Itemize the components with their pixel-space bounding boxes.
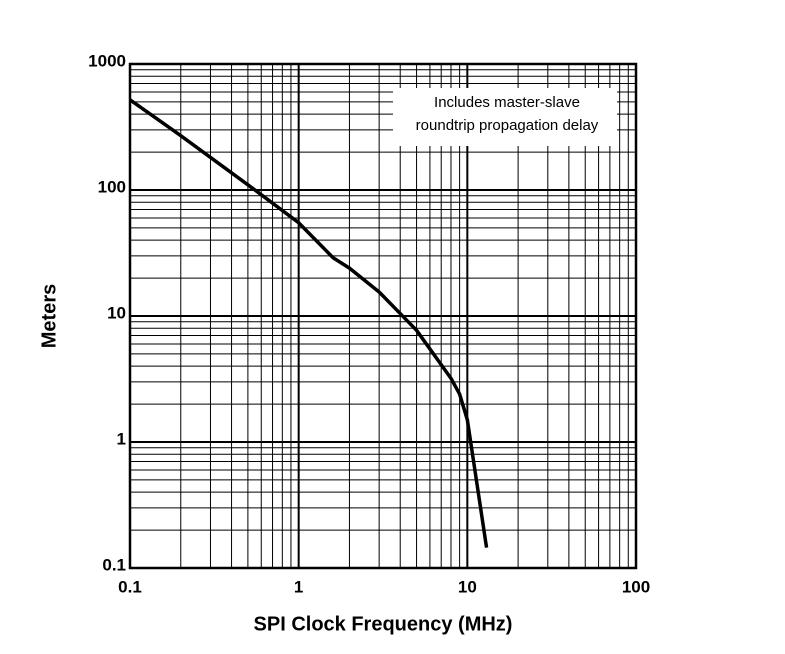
y-tick-label: 10 <box>107 303 126 322</box>
y-tick-label: 100 <box>98 177 126 196</box>
x-tick-label: 0.1 <box>118 577 142 596</box>
x-axis-title: SPI Clock Frequency (MHz) <box>254 613 513 635</box>
plot-frame <box>128 62 638 570</box>
x-tick-label: 100 <box>622 577 650 596</box>
x-tick-label: 10 <box>458 577 477 596</box>
y-tick-label: 1 <box>117 429 126 448</box>
annotation-box <box>393 88 617 146</box>
y-tick-label: 0.1 <box>102 555 126 574</box>
y-tick-label: 1000 <box>88 51 126 70</box>
x-tick-label: 1 <box>294 577 303 596</box>
line <box>128 98 489 548</box>
annotation: Includes master-slave <box>434 94 580 111</box>
annotation: roundtrip propagation delay <box>416 117 599 134</box>
y-axis-title: Meters <box>38 284 60 348</box>
